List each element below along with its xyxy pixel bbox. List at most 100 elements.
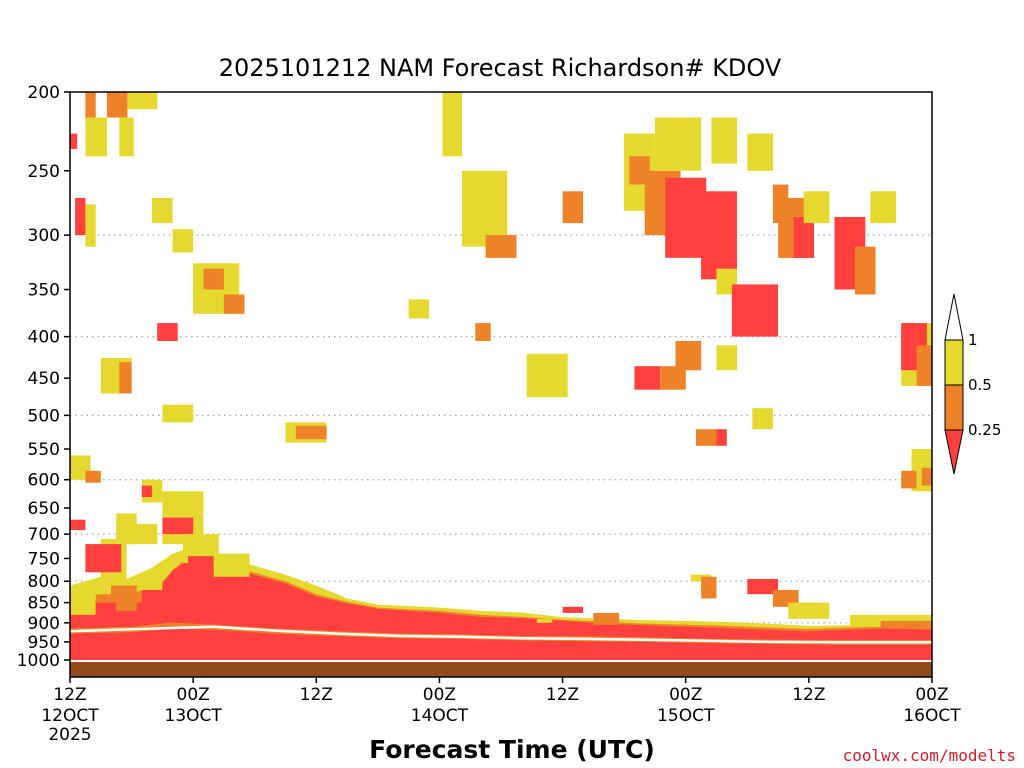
ri-cell-red bbox=[70, 519, 86, 531]
band-separator bbox=[70, 625, 932, 644]
ri-band-red-2 bbox=[70, 560, 932, 640]
ri-cell-orange bbox=[85, 470, 101, 483]
ri-cell-yellow bbox=[849, 614, 932, 627]
ri-cell-yellow bbox=[119, 117, 134, 157]
ri-cell-yellow bbox=[152, 197, 173, 224]
ri-cell-yellow bbox=[162, 404, 194, 423]
ri-cell-red bbox=[188, 556, 214, 582]
ri-cell-yellow bbox=[70, 590, 96, 615]
x-tick-label-0: 12Z bbox=[53, 685, 86, 705]
ri-cell-red bbox=[716, 429, 727, 446]
ri-cell-red bbox=[75, 197, 86, 236]
plot-frame bbox=[69, 91, 933, 678]
ri-cell-red bbox=[634, 366, 661, 390]
ri-cell-yellow bbox=[213, 553, 250, 577]
ri-cell-orange bbox=[562, 191, 584, 224]
ri-cell-yellow bbox=[127, 92, 158, 110]
x-tick-date-3: 14OCT bbox=[411, 706, 469, 726]
y-tick-label-450: 450 bbox=[28, 369, 60, 389]
x-tick-date-0: 12OCT bbox=[41, 706, 99, 726]
credit-link[interactable]: coolwx.com/modelts bbox=[843, 746, 1016, 765]
ri-cell-orange bbox=[901, 470, 917, 489]
ri-cell-orange bbox=[295, 425, 327, 440]
x-tick-label-5: 00Z bbox=[669, 685, 702, 705]
ground-surface bbox=[70, 662, 932, 677]
ri-cell-orange bbox=[675, 341, 702, 371]
ri-cell-yellow bbox=[752, 408, 773, 430]
ri-cell-orange bbox=[660, 366, 686, 390]
ri-cell-yellow bbox=[131, 523, 158, 545]
ri-cell-orange bbox=[485, 235, 517, 258]
y-tick-label-250: 250 bbox=[28, 162, 60, 182]
ri-cell-orange bbox=[855, 246, 876, 295]
ri-cell-yellow bbox=[747, 133, 773, 171]
ri-cell-red bbox=[665, 177, 707, 258]
colorbar-label-1: 0.5 bbox=[968, 376, 992, 394]
ri-cell-red bbox=[747, 579, 779, 595]
ri-cell-red bbox=[562, 606, 584, 613]
ri-cell-red bbox=[731, 284, 779, 337]
y-tick-label-200: 200 bbox=[28, 83, 60, 103]
ri-cell-red bbox=[701, 191, 737, 280]
ri-cell-yellow bbox=[870, 191, 897, 224]
x-tick-label-1: 00Z bbox=[177, 685, 210, 705]
y-tick-label-900: 900 bbox=[28, 614, 60, 634]
ri-cell-yellow bbox=[711, 117, 738, 164]
x-tick-label-2: 12Z bbox=[300, 685, 333, 705]
x-tick-label-7: 00Z bbox=[915, 685, 948, 705]
x-axis-label: Forecast Time (UTC) bbox=[369, 735, 655, 764]
x-tick-year-0: 2025 bbox=[48, 725, 91, 745]
x-tick-date-7: 16OCT bbox=[903, 706, 961, 726]
ri-cell-orange bbox=[203, 268, 224, 290]
ri-cell-orange bbox=[880, 620, 932, 629]
ri-cell-orange bbox=[106, 92, 128, 118]
ri-cell-orange bbox=[593, 612, 620, 625]
ground-layer bbox=[70, 660, 932, 677]
ri-cell-yellow bbox=[85, 117, 107, 157]
ri-cell-orange bbox=[701, 576, 717, 599]
colorbar-bin-above-1 bbox=[944, 293, 964, 341]
ri-cell-yellow bbox=[116, 513, 137, 545]
ri-band-orange-3 bbox=[70, 622, 932, 645]
ri-cell-orange bbox=[916, 345, 932, 386]
data-cells bbox=[70, 92, 932, 660]
colorbar-bin-below-0.25 bbox=[944, 429, 964, 475]
x-tick-label-4: 12Z bbox=[546, 685, 579, 705]
y-tick-label-600: 600 bbox=[28, 471, 60, 491]
ri-cell-orange bbox=[85, 92, 96, 118]
y-axis: 200 250 300 350 400 450 500 550 600 650 700 750 8008… bbox=[17, 83, 70, 671]
y-tick-label-350: 350 bbox=[28, 280, 60, 300]
ri-cell-red bbox=[162, 517, 194, 535]
ri-cell-yellow bbox=[442, 92, 462, 157]
y-tick-label-300: 300 bbox=[28, 226, 60, 246]
ri-cell-yellow bbox=[85, 204, 96, 247]
y-tick-label-1000: 1000 bbox=[17, 651, 60, 671]
ri-cell-red bbox=[157, 323, 178, 341]
ri-cell-red bbox=[95, 602, 117, 619]
ri-cell-yellow bbox=[462, 170, 508, 247]
ri-cell-yellow bbox=[654, 117, 702, 171]
ri-cell-yellow bbox=[172, 229, 194, 253]
ri-cell-yellow bbox=[803, 191, 830, 224]
y-tick-label-950: 950 bbox=[28, 633, 60, 653]
x-tick-label-3: 00Z bbox=[423, 685, 456, 705]
ri-cell-yellow bbox=[526, 353, 568, 398]
colorbar-bin-0.5-1 bbox=[944, 339, 964, 386]
ri-cell-yellow bbox=[716, 268, 737, 295]
ri-cell-yellow bbox=[690, 574, 712, 582]
y-tick-label-500: 500 bbox=[28, 406, 60, 426]
ri-cell-orange bbox=[629, 156, 650, 185]
ri-cell-orange bbox=[696, 429, 717, 446]
colorbar: 1 0.5 0.25 bbox=[944, 293, 1001, 475]
x-tick-date-5: 15OCT bbox=[657, 706, 715, 726]
ri-cell-orange bbox=[223, 294, 245, 314]
ri-cell-red bbox=[141, 485, 153, 497]
y-tick-label-800: 800 bbox=[28, 572, 60, 592]
ri-cell-orange bbox=[921, 467, 932, 486]
ri-cell-yellow bbox=[536, 618, 553, 623]
y-tick-label-550: 550 bbox=[28, 440, 60, 460]
colorbar-bin-0.25-0.5 bbox=[944, 384, 964, 431]
